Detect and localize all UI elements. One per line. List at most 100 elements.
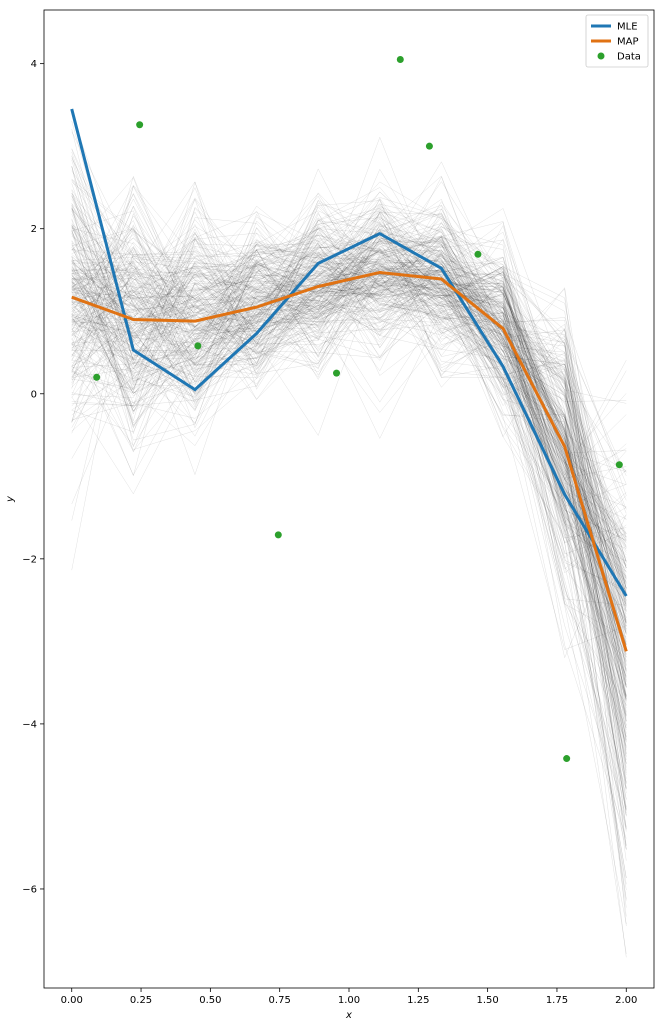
posterior-sample-line bbox=[71, 249, 627, 737]
posterior-sample-line bbox=[71, 259, 627, 639]
posterior-sample-line bbox=[71, 282, 627, 671]
posterior-sample-line bbox=[71, 210, 627, 524]
posterior-sample-line bbox=[71, 274, 627, 754]
posterior-sample-line bbox=[71, 209, 627, 799]
posterior-sample-line bbox=[71, 263, 627, 588]
posterior-sample-line bbox=[71, 237, 627, 555]
data-points bbox=[93, 56, 623, 763]
posterior-sample-line bbox=[71, 223, 627, 544]
posterior-sample-line bbox=[71, 241, 627, 534]
posterior-sample-line bbox=[71, 175, 627, 688]
posterior-sample-line bbox=[71, 228, 627, 622]
posterior-sample-line bbox=[71, 228, 627, 650]
posterior-sample-line bbox=[71, 195, 627, 473]
posterior-sample-line bbox=[71, 238, 627, 539]
posterior-sample-line bbox=[71, 203, 627, 472]
posterior-sample-line bbox=[71, 219, 627, 548]
posterior-sample-line bbox=[71, 243, 627, 603]
posterior-sample-line bbox=[71, 266, 627, 741]
x-axis-ticks: 0.00 0.25 0.50 0.75 1.00 1.25 1.50 1.75 2.00 bbox=[61, 988, 637, 1006]
posterior-sample-line bbox=[71, 210, 627, 722]
posterior-sample-line bbox=[71, 185, 627, 553]
posterior-sample-line bbox=[71, 243, 627, 829]
posterior-sample-line bbox=[71, 284, 627, 541]
posterior-sample-line bbox=[71, 271, 627, 748]
posterior-sample-line bbox=[71, 233, 627, 885]
posterior-sample-line bbox=[71, 237, 627, 701]
posterior-sample-line bbox=[71, 243, 627, 742]
posterior-sample-line bbox=[71, 265, 627, 743]
posterior-sample-line bbox=[71, 181, 627, 593]
posterior-sample-line bbox=[71, 236, 627, 584]
posterior-sample-line bbox=[71, 281, 627, 607]
posterior-sample-line bbox=[71, 276, 627, 577]
posterior-sample-line bbox=[71, 225, 627, 656]
y-tick-label: 0 bbox=[31, 389, 37, 400]
posterior-sample-line bbox=[71, 240, 627, 611]
posterior-sample-line bbox=[71, 234, 627, 589]
posterior-sample-line bbox=[71, 187, 627, 789]
posterior-sample-line bbox=[71, 237, 627, 619]
posterior-sample-line bbox=[71, 228, 627, 715]
posterior-sample-line bbox=[71, 228, 627, 623]
posterior-sample-line bbox=[71, 197, 627, 688]
posterior-sample-line bbox=[71, 212, 627, 775]
posterior-sample-line bbox=[71, 207, 627, 563]
posterior-sample-line bbox=[71, 185, 627, 562]
posterior-sample-line bbox=[71, 204, 627, 701]
data-point bbox=[333, 369, 341, 377]
posterior-sample-line bbox=[71, 206, 627, 650]
posterior-sample-line bbox=[71, 221, 627, 741]
posterior-sample-line bbox=[71, 238, 627, 541]
posterior-sample-line bbox=[71, 177, 627, 635]
y-tick-label: −2 bbox=[22, 554, 37, 565]
posterior-sample-line bbox=[71, 220, 627, 544]
posterior-sample-line bbox=[71, 226, 627, 738]
posterior-sample-line bbox=[71, 263, 627, 602]
posterior-sample-line bbox=[71, 208, 627, 598]
posterior-sample-line bbox=[71, 207, 627, 901]
posterior-sample-line bbox=[71, 168, 627, 794]
posterior-sample-line bbox=[71, 231, 627, 605]
posterior-sample-line bbox=[71, 208, 627, 709]
posterior-sample-line bbox=[71, 277, 627, 829]
posterior-sample-line bbox=[71, 222, 627, 607]
posterior-sample-line bbox=[71, 282, 627, 651]
posterior-sample-line bbox=[71, 238, 627, 540]
posterior-sample-line bbox=[71, 234, 627, 569]
posterior-sample-line bbox=[71, 195, 627, 722]
posterior-sample-line bbox=[71, 197, 627, 592]
posterior-sample-line bbox=[71, 212, 627, 703]
posterior-sample-line bbox=[71, 244, 627, 676]
posterior-sample-line bbox=[71, 242, 627, 655]
series-lines bbox=[70, 108, 628, 652]
posterior-sample-line bbox=[71, 202, 627, 677]
posterior-sample-line bbox=[71, 223, 627, 570]
posterior-sample-line bbox=[71, 211, 627, 565]
data-point bbox=[396, 56, 404, 64]
posterior-sample-line bbox=[71, 190, 627, 551]
posterior-sample-line bbox=[71, 250, 627, 699]
data-point bbox=[93, 373, 101, 381]
posterior-sample-line bbox=[71, 255, 627, 594]
posterior-sample-line bbox=[71, 206, 627, 539]
x-tick-label: 1.50 bbox=[477, 995, 499, 1006]
posterior-sample-line bbox=[71, 223, 627, 627]
posterior-sample-line bbox=[71, 131, 627, 589]
posterior-sample-line bbox=[71, 178, 627, 814]
posterior-sample-line bbox=[71, 224, 627, 800]
posterior-sample-line bbox=[71, 231, 627, 811]
posterior-sample-line bbox=[71, 250, 627, 729]
posterior-sample-line bbox=[71, 193, 627, 595]
data-point bbox=[194, 342, 202, 350]
posterior-sample-line bbox=[71, 220, 627, 811]
posterior-sample-line bbox=[71, 181, 627, 878]
data-point bbox=[474, 250, 482, 258]
posterior-sample-line bbox=[71, 268, 627, 700]
posterior-sample-line bbox=[71, 205, 627, 633]
posterior-sample-line bbox=[71, 228, 627, 534]
posterior-sample-line bbox=[71, 226, 627, 658]
posterior-sample-line bbox=[71, 264, 627, 696]
posterior-sample-line bbox=[71, 271, 627, 649]
